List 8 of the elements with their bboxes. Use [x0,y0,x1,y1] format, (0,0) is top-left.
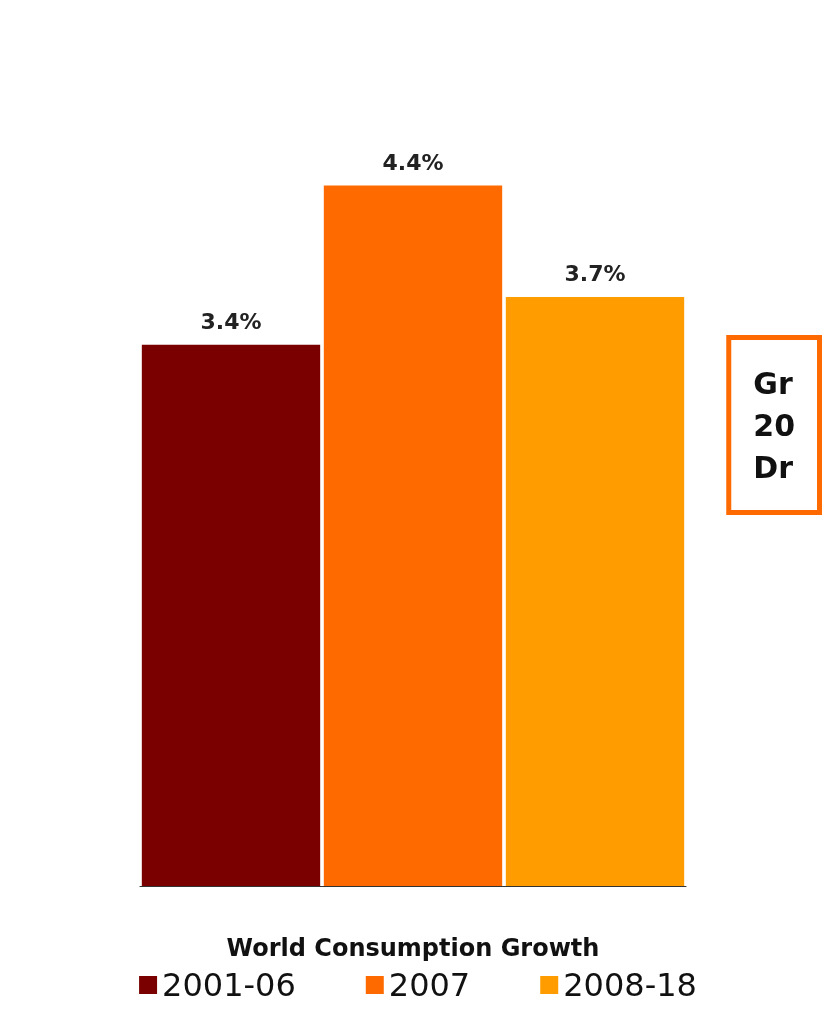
legend-label: 2008-18 [563,966,697,1004]
text: Gr 20 Dr [753,365,795,485]
legend-label: 2007 [388,966,471,1004]
data-label: 4.4% [382,150,444,176]
x-axis-title: World Consumption Growth [226,934,600,962]
data-label: 3.7% [564,261,626,287]
legend-label: 2001-06 [162,966,296,1004]
data-label: 3.4% [200,309,262,335]
